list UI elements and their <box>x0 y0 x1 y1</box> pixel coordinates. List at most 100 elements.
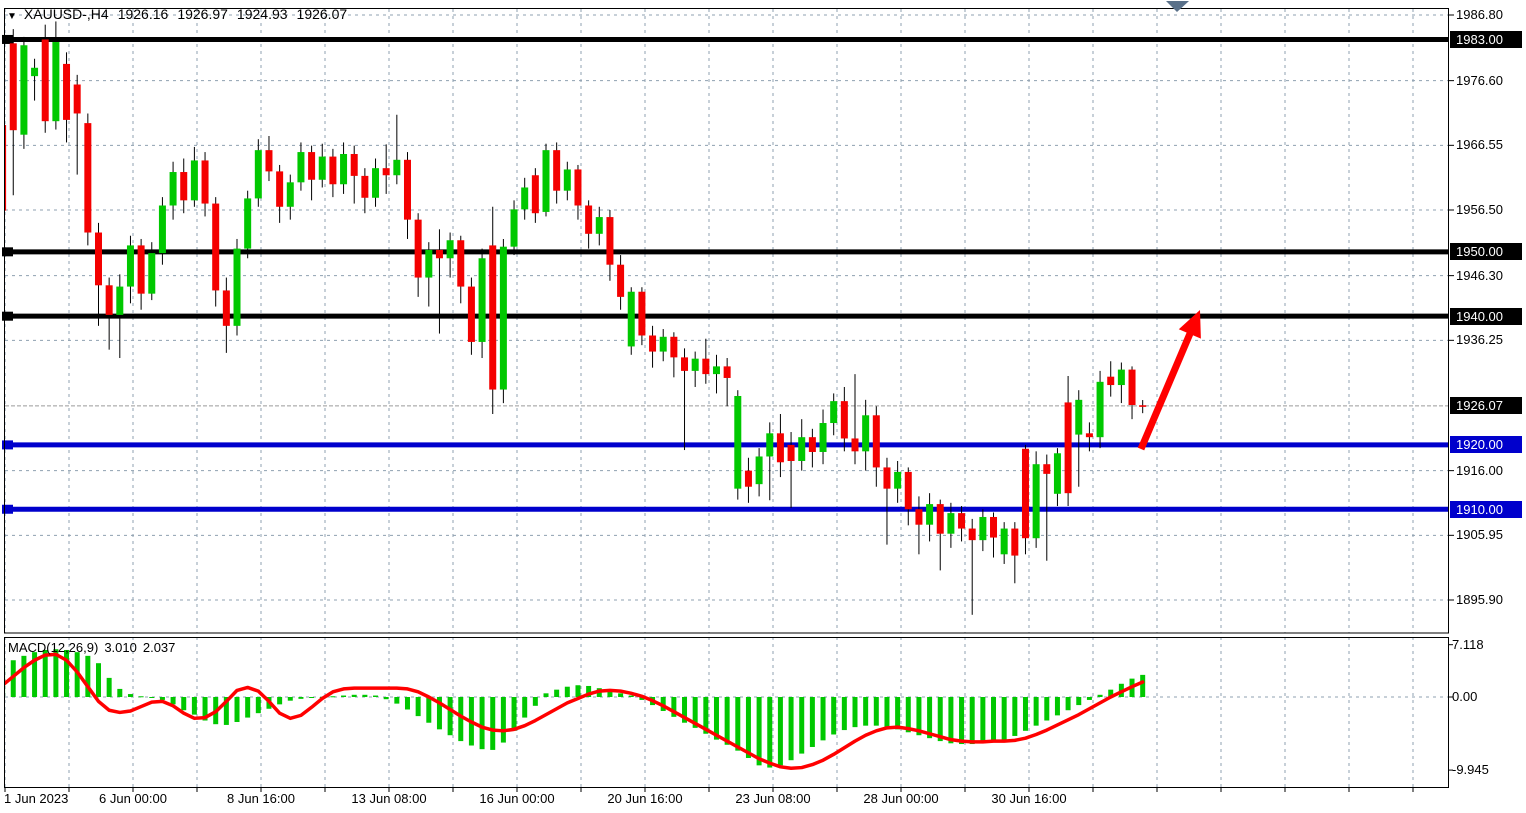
trend-arrow-head[interactable] <box>1178 310 1201 339</box>
candle-body <box>372 168 380 198</box>
macd-histogram-bar <box>671 697 677 717</box>
macd-histogram-bar <box>767 697 773 768</box>
candle-body <box>958 513 966 529</box>
candle-body <box>734 395 742 489</box>
y-axis-label: 1916.00 <box>1456 462 1503 478</box>
macd-histogram-bar <box>341 695 347 697</box>
candle-body <box>105 285 113 315</box>
candle-body <box>915 509 923 525</box>
macd-histogram-bar <box>905 697 911 733</box>
candle-body <box>5 125 7 211</box>
macd-histogram-bar <box>1076 697 1082 706</box>
macd-histogram-bar <box>980 697 986 744</box>
candle-body <box>457 240 465 287</box>
y-axis-label: 1956.50 <box>1456 201 1503 217</box>
candle-body <box>649 335 657 352</box>
macd-histogram-bar <box>106 677 112 697</box>
price-badge-1940.00: 1940.00 <box>1450 307 1522 325</box>
macd-histogram-bar <box>927 697 933 739</box>
macd-histogram-bar <box>234 697 240 722</box>
candle-body <box>702 358 710 375</box>
macd-histogram-bar <box>788 697 794 761</box>
candle-body <box>531 175 539 214</box>
macd-histogram-bar <box>277 697 283 705</box>
candle-body <box>798 437 806 461</box>
y-axis-label: 1905.95 <box>1456 527 1503 543</box>
symbol-dropdown-icon[interactable]: ▼ <box>7 11 17 22</box>
macd-histogram-bar <box>223 697 229 725</box>
x-axis-label: 1 Jun 2023 <box>4 791 69 806</box>
candle-body <box>691 358 699 371</box>
macd-histogram-bar <box>1044 697 1050 721</box>
macd-histogram-bar <box>948 697 954 744</box>
macd-name: MACD(12,26,9) <box>8 640 99 655</box>
chart-shift-marker-icon[interactable] <box>1166 1 1189 12</box>
trend-arrow-shaft[interactable] <box>1137 328 1195 451</box>
candle-body <box>883 467 891 489</box>
candle-body <box>830 401 838 424</box>
candle-body <box>350 154 358 176</box>
macd-histogram-bar <box>1054 697 1060 716</box>
macd-histogram-bar <box>404 697 410 710</box>
candle-body <box>585 205 593 234</box>
candle-body <box>510 209 518 247</box>
candle-body <box>435 249 443 259</box>
macd-histogram-bar <box>522 697 528 718</box>
candle-body <box>638 291 646 336</box>
macd-histogram-bar <box>607 691 613 697</box>
candle-body <box>478 258 486 342</box>
candle-body <box>467 286 475 342</box>
price-level-anchor <box>2 247 13 257</box>
candle-body <box>563 169 571 191</box>
candle-body <box>787 444 795 461</box>
ohlc-open: 1926.16 <box>117 6 169 22</box>
candle-body <box>148 253 156 294</box>
candle-body <box>862 415 870 452</box>
candle-body <box>94 232 102 286</box>
candle-body <box>52 42 60 122</box>
macd-histogram-bar <box>575 685 581 697</box>
macd-histogram-bar <box>1097 694 1103 697</box>
macd-histogram-bar <box>831 697 837 735</box>
macd-signal-value: 2.037 <box>142 640 176 655</box>
x-axis-label: 28 Jun 00:00 <box>863 791 939 806</box>
candle-body <box>1043 464 1051 474</box>
macd-histogram-bar <box>841 697 847 731</box>
macd-histogram-bar <box>191 697 197 715</box>
candle-body <box>308 152 316 180</box>
macd-histogram-bar <box>95 663 101 697</box>
candle-body <box>63 63 71 120</box>
macd-histogram-bar <box>1012 697 1018 736</box>
x-axis-label: 20 Jun 16:00 <box>607 791 683 806</box>
macd-histogram-bar <box>309 697 315 698</box>
candle-body <box>20 45 28 135</box>
candle-body <box>947 513 955 534</box>
candle-body <box>1139 405 1147 407</box>
macd-histogram-bar <box>991 697 997 742</box>
candle-body <box>180 172 188 201</box>
macd-histogram-bar <box>852 697 858 728</box>
candle-body <box>1000 528 1008 555</box>
macd-histogram-bar <box>479 697 485 750</box>
macd-histogram-bar <box>149 697 155 698</box>
candle-body <box>286 182 294 207</box>
price-level-anchor <box>2 440 13 450</box>
price-badge-1950.00: 1950.00 <box>1450 243 1522 261</box>
candle-body <box>521 187 529 210</box>
price-badge-1983.00: 1983.00 <box>1450 30 1522 48</box>
candle-body <box>819 423 827 452</box>
candle-body <box>808 437 816 452</box>
macd-histogram-bar <box>426 697 432 723</box>
macd-panel-border <box>4 637 1449 788</box>
macd-histogram-bar <box>532 697 538 706</box>
candle-body <box>499 246 507 390</box>
y-axis-label: 1895.90 <box>1456 591 1503 607</box>
macd-histogram-bar <box>959 697 965 745</box>
macd-histogram-bar <box>799 697 805 754</box>
candle-body <box>542 150 550 212</box>
x-axis-label: 23 Jun 08:00 <box>735 791 811 806</box>
macd-histogram-bar <box>628 695 634 697</box>
macd-histogram-bar <box>117 688 123 697</box>
price-badge-1920.00: 1920.00 <box>1450 436 1522 454</box>
macd-axis-label: 7.118 <box>1452 636 1484 652</box>
